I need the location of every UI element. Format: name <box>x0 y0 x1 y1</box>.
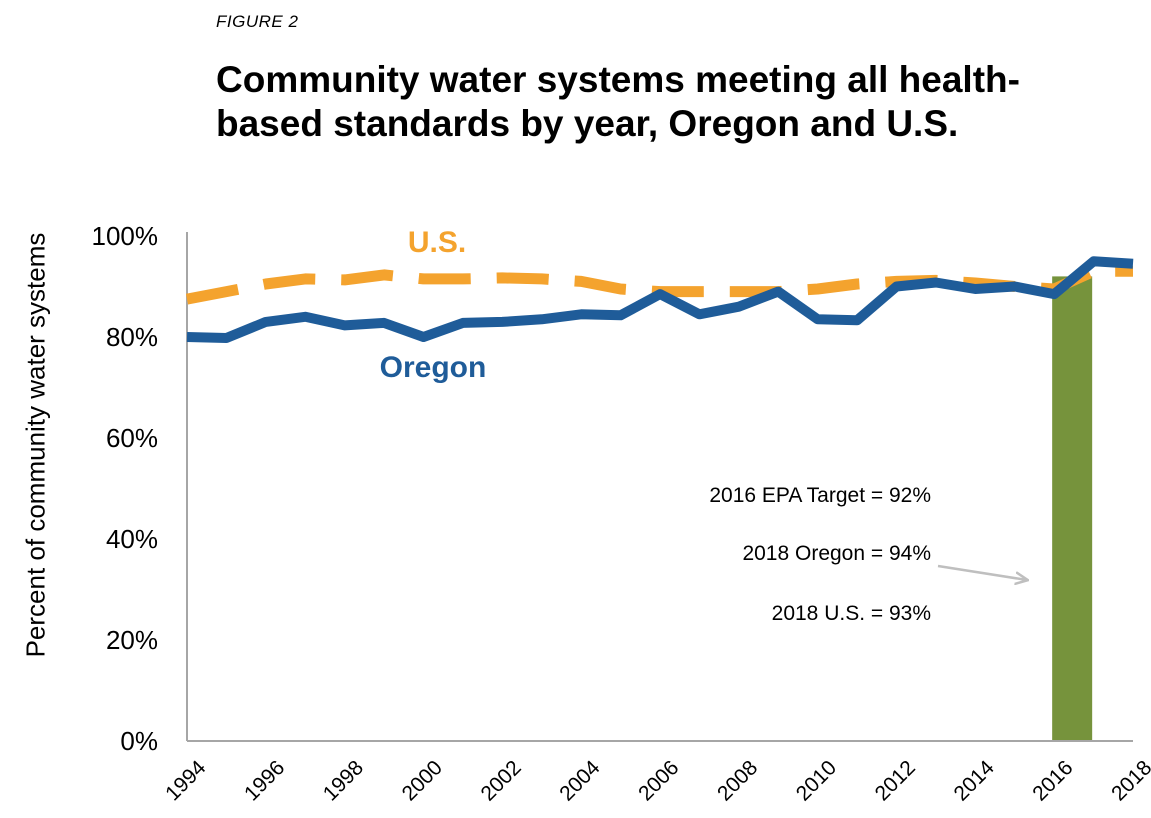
x-tick-label: 1998 <box>319 756 368 805</box>
us-2018-annotation: 2018 U.S. = 93% <box>772 602 931 625</box>
annotation-arrow <box>937 564 1027 580</box>
x-tick-label: 1994 <box>161 756 211 806</box>
x-tick-label: 2008 <box>713 756 762 805</box>
y-tick-label: 40% <box>106 524 158 554</box>
us-series-label: U.S. <box>408 226 466 259</box>
epa-target-bar <box>1052 276 1093 741</box>
x-tick-label: 2006 <box>634 756 683 805</box>
y-tick-label: 60% <box>106 423 158 453</box>
x-tick-label: 2010 <box>792 756 841 805</box>
y-tick-label: 100% <box>92 221 159 251</box>
figure-label: FIGURE 2 <box>216 12 299 31</box>
x-tick-label: 2000 <box>398 756 447 805</box>
y-tick-label: 80% <box>106 322 158 352</box>
x-tick-label: 2004 <box>555 756 605 806</box>
x-tick-label: 2018 <box>1107 756 1151 805</box>
epa-target-annotation: 2016 EPA Target = 92% <box>709 484 931 507</box>
chart-title: Community water systems meeting all heal… <box>216 59 1020 144</box>
oregon-series-label: Oregon <box>380 351 487 384</box>
x-tick-label: 2014 <box>949 756 999 806</box>
x-tick-label: 2016 <box>1028 756 1077 805</box>
y-tick-label: 20% <box>106 625 158 655</box>
y-tick-label: 0% <box>120 726 158 756</box>
x-tick-label: 1996 <box>240 756 289 805</box>
oregon-2018-annotation: 2018 Oregon = 94% <box>742 542 931 565</box>
x-tick-label: 2002 <box>476 756 525 805</box>
series-line-oregon <box>186 256 1134 343</box>
x-tick-label: 2012 <box>871 756 920 805</box>
